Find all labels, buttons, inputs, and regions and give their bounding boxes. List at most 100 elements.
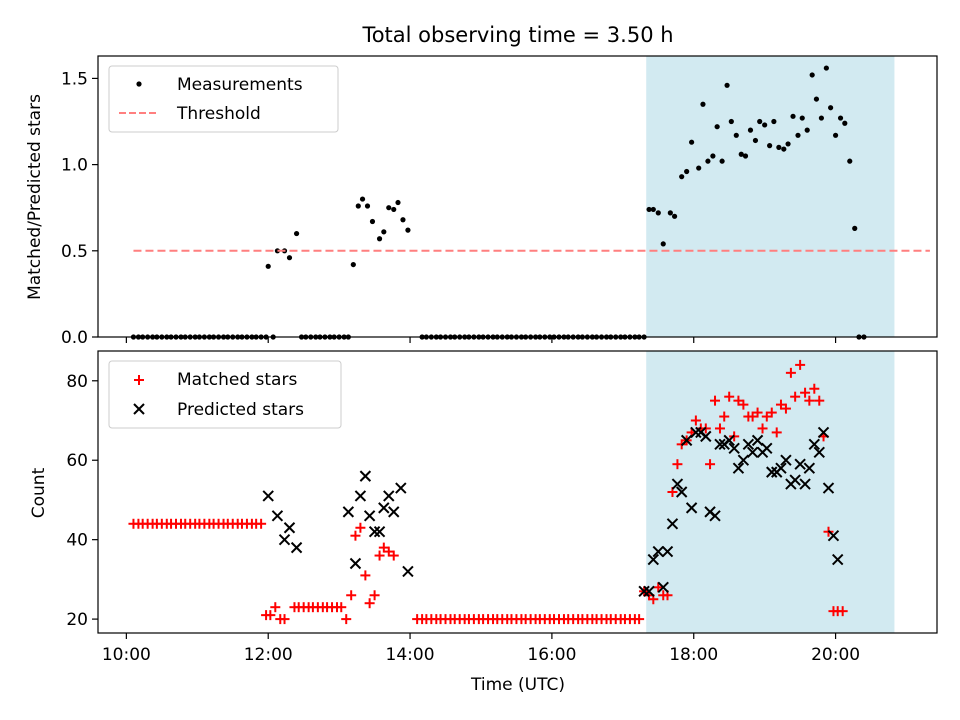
top-ytick-label: 0.0 [61, 328, 88, 348]
predicted-star-point [262, 490, 274, 502]
measurement-point [742, 153, 749, 159]
matched-star-point [355, 522, 366, 533]
matched-star-point [757, 423, 768, 434]
matched-star-point [809, 383, 820, 394]
matched-star-point [752, 407, 763, 418]
predicted-star-point [643, 585, 655, 598]
measurement-point [714, 124, 720, 130]
measurement-point [350, 261, 356, 268]
bottom-marks [128, 359, 848, 625]
predicted-star-point [832, 553, 844, 566]
x-axis-label: Time (UTC) [470, 675, 565, 695]
measurement-point [785, 141, 791, 147]
matched-star-point [780, 403, 791, 414]
matched-star-point [341, 614, 352, 625]
matched-star-point [388, 550, 399, 561]
matched-star-point [795, 359, 806, 370]
matched-star-point [705, 459, 716, 470]
predicted-star-point [723, 434, 735, 447]
measurement-point [842, 120, 848, 126]
measurement-point [646, 206, 652, 213]
matched-star-point [714, 423, 725, 434]
measurement-point [400, 217, 406, 223]
matched-star-point [634, 614, 645, 625]
measurement-point [679, 174, 685, 180]
xtick-label: 16:00 [527, 645, 576, 665]
measurement-point [386, 205, 392, 211]
measurement-point [719, 158, 725, 164]
matched-star-point [800, 387, 811, 398]
bottom-xticks: 10:00 12:00 14:00 16:00 18:00 20:00 [102, 633, 860, 665]
measurement-point [710, 153, 716, 159]
measurement-point [795, 132, 801, 138]
measurement-point [762, 122, 768, 128]
measurement-point [381, 229, 387, 235]
measurement-point [813, 96, 820, 102]
predicted-star-point [652, 545, 664, 558]
predicted-star-point [732, 462, 745, 474]
matched-star-point [346, 590, 357, 601]
bottom-ytick-label: 40 [66, 531, 88, 551]
xtick-label: 20:00 [811, 645, 860, 665]
predicted-star-point [822, 482, 835, 494]
predicted-star-point [661, 545, 674, 558]
measurement-point [667, 210, 673, 216]
measurement-point [655, 210, 661, 216]
predicted-star-point [342, 506, 355, 518]
matched-star-point [837, 606, 848, 617]
top-legend-box [108, 65, 339, 133]
predicted-star-point [368, 526, 381, 538]
measurement-point [832, 132, 839, 138]
measurement-point [818, 115, 824, 121]
top-shaded-span [646, 56, 895, 337]
predicted-star-point [813, 446, 825, 458]
matched-star-point [265, 610, 276, 621]
matched-star-point [364, 598, 375, 609]
top-ytick-label: 0.5 [61, 242, 88, 262]
predicted-star-point [675, 486, 688, 498]
bottom-ylabel: Count [29, 467, 49, 518]
measurement-point [776, 144, 782, 150]
matched-star-point [771, 427, 782, 438]
measurement-point [376, 236, 383, 242]
measurement-point [700, 101, 706, 107]
measurement-point [747, 127, 754, 133]
measurement-point [293, 230, 300, 237]
matched-star-point [672, 459, 683, 470]
predicted-star-point [283, 522, 296, 534]
predicted-star-point [383, 490, 395, 502]
matched-star-point [374, 550, 385, 561]
measurement-point [799, 115, 805, 121]
predicted-star-point [373, 526, 386, 538]
predicted-star-point [271, 510, 284, 522]
predicted-star-point [685, 502, 698, 514]
top-axes-frame [97, 55, 938, 338]
matched-star-point [766, 407, 777, 418]
top-xticks [125, 337, 837, 343]
measurement-point [369, 218, 376, 225]
bottom-yticks: 20 40 60 80 [66, 372, 98, 630]
top-panel: 0.0 0.5 1.0 1.5 Matched/Predicted stars Mea… [25, 55, 938, 348]
predicted-star-point [742, 438, 755, 451]
measurement-point [671, 213, 678, 219]
figure-title: Total observing time = 3.50 h [361, 23, 673, 47]
predicted-star-point [666, 518, 679, 530]
legend-predicted-marker [133, 403, 145, 415]
predicted-star-point [709, 510, 721, 522]
measurement-point [733, 132, 739, 138]
legend-predicted-label: Predicted stars [177, 400, 304, 420]
matched-star-point [350, 530, 361, 541]
measurement-point [660, 241, 666, 247]
predicted-star-point [690, 426, 702, 439]
measurement-point [286, 255, 293, 261]
measurement-point [837, 115, 844, 121]
matched-star-point [690, 415, 701, 426]
xtick-label: 12:00 [244, 645, 293, 665]
legend-measurements-label: Measurements [177, 75, 303, 95]
matched-star-point [804, 395, 815, 406]
predicted-star-point [657, 581, 669, 594]
predicted-star-point [799, 478, 811, 490]
predicted-star-point [363, 510, 376, 522]
predicted-star-point [808, 438, 821, 451]
measurement-point [771, 118, 777, 125]
